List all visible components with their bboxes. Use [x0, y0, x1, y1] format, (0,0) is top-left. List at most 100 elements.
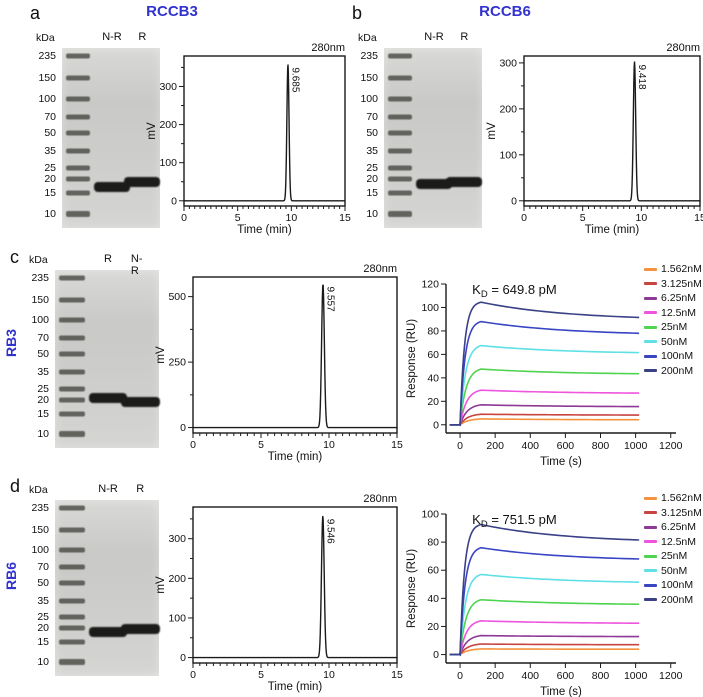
gel-ladder-band — [65, 53, 91, 59]
wavelength-annotation: 280nm — [311, 42, 345, 54]
legend-label: 200nM — [661, 364, 694, 377]
legend-item-100nM: 100nM — [644, 349, 702, 364]
y-axis-title: mV — [486, 122, 498, 140]
svg-text:20: 20 — [427, 621, 439, 633]
panel-d-side-label: RB6 — [3, 561, 19, 590]
svg-text:1200: 1200 — [659, 670, 683, 682]
panel-c-spr-sensorgram: 0 200 400 600 800 1000 1200 0 20 40 60 80 100 120 KD =… — [406, 279, 683, 469]
svg-text:1000: 1000 — [624, 440, 648, 452]
gel-ladder-band — [65, 114, 91, 120]
svg-text:0: 0 — [171, 195, 177, 207]
kda-ladder-label: 25 — [366, 161, 378, 174]
gel-sample-band — [93, 182, 131, 193]
gel-image — [384, 48, 483, 228]
svg-text:15: 15 — [391, 439, 403, 451]
gel-ladder-band — [65, 190, 91, 196]
legend-item-12.5nM: 12.5nM — [644, 306, 702, 321]
svg-text:600: 600 — [557, 440, 575, 452]
kda-ladder-label: 150 — [360, 72, 378, 85]
spr-curve-25nM — [449, 598, 640, 657]
spr-curve-6.25nM — [449, 634, 640, 656]
gel-ladder-band — [65, 75, 91, 81]
spr-curve-12.5nM — [449, 620, 640, 657]
gel-ladder-band — [59, 275, 86, 281]
gel-ladder-band — [65, 176, 91, 182]
gel-lane-label: R — [104, 253, 113, 265]
gel-ladder-band — [59, 639, 86, 645]
svg-text:15: 15 — [339, 212, 351, 224]
panel-a-chromatogram: 0 5 10 15 0 100 200 300 9.685 280nm mV Time (min) — [146, 42, 351, 236]
kda-ladder-label: 50 — [366, 127, 378, 140]
kda-header: kDa — [29, 484, 48, 496]
svg-text:15: 15 — [391, 669, 403, 681]
legend-label: 25nM — [661, 550, 688, 563]
gel-ladder-band — [59, 386, 86, 392]
svg-text:200: 200 — [499, 103, 517, 115]
gel-ladder-band — [59, 369, 86, 375]
gel-ladder-band — [387, 210, 413, 217]
legend-label: 50nM — [661, 335, 688, 348]
legend-item-25nM: 25nM — [644, 320, 702, 335]
gel-ladder-band — [59, 614, 86, 620]
kda-ladder-label: 10 — [37, 655, 49, 668]
gel-lane-label: N-R — [102, 31, 122, 43]
svg-text:100: 100 — [168, 612, 186, 624]
gel-lane-label: N-R — [130, 253, 143, 277]
legend-color-dash — [644, 340, 657, 344]
kda-ladder-label: 35 — [37, 365, 49, 378]
gel-ladder-band — [59, 564, 86, 570]
gel-ladder-band — [387, 190, 413, 196]
gel-sample-band — [121, 624, 160, 635]
gel-ladder-band — [387, 130, 413, 136]
kda-ladder-label: 25 — [44, 161, 56, 174]
gel-image — [55, 500, 160, 676]
y-axis-title: Response (RU) — [406, 319, 418, 398]
svg-text:100: 100 — [421, 509, 439, 521]
legend-item-50nM: 50nM — [644, 564, 702, 579]
legend-color-dash — [644, 325, 657, 329]
svg-text:40: 40 — [427, 372, 439, 384]
spr-curve-50nM — [449, 573, 640, 657]
kda-ladder-label: 150 — [31, 523, 49, 536]
kda-ladder-label: 35 — [366, 145, 378, 158]
legend-color-dash — [644, 554, 657, 558]
legend-item-200nM: 200nM — [644, 593, 702, 608]
svg-text:0: 0 — [180, 422, 186, 434]
gel-lane-label: R — [460, 31, 469, 43]
legend-color-dash — [644, 311, 657, 315]
gel-ladder-band — [65, 210, 91, 217]
gel-ladder-band — [65, 165, 91, 171]
gel-ladder-band — [59, 317, 86, 323]
legend-label: 6.25nM — [661, 292, 697, 305]
peak-retention-label: 9.685 — [289, 67, 300, 92]
kda-ladder-label: 25 — [37, 382, 49, 395]
svg-text:15: 15 — [694, 212, 703, 224]
peak-retention-label: 9.557 — [324, 287, 335, 312]
gel-lane-label: N-R — [98, 483, 118, 495]
kda-ladder-label: 235 — [31, 272, 49, 284]
spr-curve-100nM — [449, 546, 640, 657]
svg-text:300: 300 — [159, 81, 177, 93]
svg-text:200: 200 — [486, 670, 504, 682]
legend-color-dash — [644, 583, 657, 587]
spr-curve-3.125nM — [449, 413, 640, 426]
panel-a-gel: kDa 235 150 100 70 50 35 25 20 15 10 N-R R — [34, 30, 161, 230]
legend-label: 1.562nM — [661, 492, 702, 505]
legend-item-6.25nM: 6.25nM — [644, 291, 702, 306]
spr-curve-3.125nM — [449, 643, 640, 656]
svg-text:200: 200 — [159, 119, 177, 131]
kda-ladder-label: 100 — [38, 92, 56, 105]
y-axis-title: mV — [146, 122, 158, 140]
legend-label: 1.562nM — [661, 263, 702, 276]
gel-ladder-band — [59, 351, 86, 357]
peak-retention-label: 9.546 — [324, 519, 335, 544]
legend-label: 100nM — [661, 579, 694, 592]
gel-ladder-band — [387, 148, 413, 154]
svg-text:5: 5 — [258, 669, 264, 681]
y-axis-title: mV — [155, 346, 167, 364]
svg-text:20: 20 — [427, 396, 439, 408]
x-axis-title: Time (s) — [540, 686, 582, 697]
y-axis-title: Response (RU) — [406, 549, 418, 628]
kda-ladder-label: 100 — [360, 92, 378, 105]
